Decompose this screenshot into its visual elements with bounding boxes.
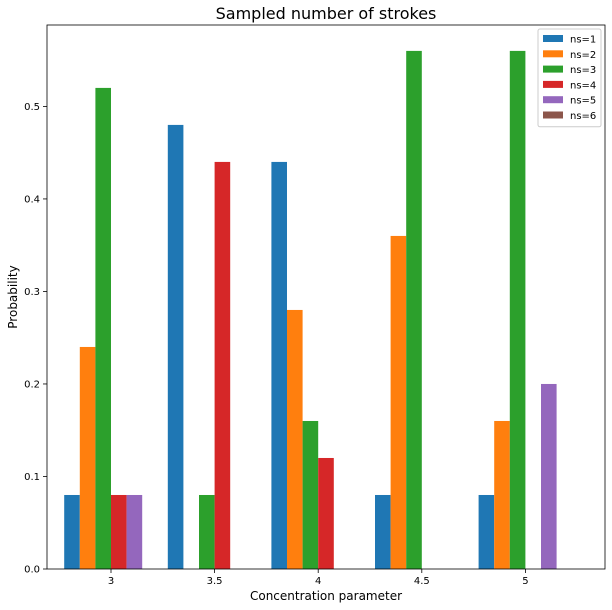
bar-ns=3-4.5 [406,50,422,569]
legend-swatch-ns=1 [543,35,563,42]
legend: ns=1 ns=2 ns=3 ns=4 ns=5 ns=6 [537,28,602,128]
x-tick-label: 3 [108,576,114,587]
legend-label: ns=3 [570,65,596,76]
bar-ns=3-5 [509,50,526,569]
legend-swatch-ns=5 [543,96,563,104]
bar-ns=1-3.5 [167,124,184,569]
legend-label: ns=6 [570,111,596,122]
y-tick-label: 0.4 [24,194,40,205]
bar-ns=2-4 [287,309,303,569]
bar-ns=1-4.5 [375,494,391,569]
x-axis-label: Concentration parameter [250,589,402,603]
bar-ns=4-3 [111,494,127,569]
legend-label: ns=5 [570,96,596,107]
legend-swatch-ns=6 [543,111,563,119]
legend-label: ns=4 [570,80,596,91]
chart-title: Sampled number of strokes [216,4,437,23]
bar-ns=2-3 [79,346,96,569]
bar-ns=3-4 [302,420,319,569]
x-tick-label: 3.5 [207,576,223,587]
bar-ns=1-4 [271,161,287,569]
bars [64,50,557,570]
y-tick-label: 0.1 [24,472,40,483]
y-axis-label: Probability [6,265,20,328]
y-tick-label: 0.2 [24,379,40,390]
y-tick-label: 0.5 [24,102,40,113]
x-tick-label: 4.5 [414,576,430,587]
x-tick-label: 5 [522,576,528,587]
bar-ns=1-3 [64,494,80,569]
bar-ns=5-5 [541,383,557,569]
bar-ns=5-3 [126,494,143,569]
plot-frame [46,24,606,570]
legend-swatch-ns=3 [543,65,563,73]
bar-ns=2-5 [494,420,510,569]
bar-ns=4-4 [318,457,334,569]
y-tick-label: 0.0 [24,565,40,576]
legend-swatch-ns=4 [543,80,563,88]
bar-ns=3-3.5 [199,494,215,569]
bar-ns=3-3 [95,87,111,570]
axes [46,24,606,570]
legend-label: ns=2 [570,50,596,61]
ticks: 0.0 0.1 0.2 0.3 0.4 0.5 3 3.5 4 4.5 5 [24,102,528,587]
x-tick-label: 4 [315,576,321,587]
y-tick-label: 0.3 [24,287,40,298]
bar-ns=4-3.5 [214,161,231,569]
bar-ns=2-4.5 [390,235,407,569]
bar-ns=1-5 [478,494,495,569]
legend-swatch-ns=2 [543,50,563,58]
legend-label: ns=1 [570,35,596,46]
